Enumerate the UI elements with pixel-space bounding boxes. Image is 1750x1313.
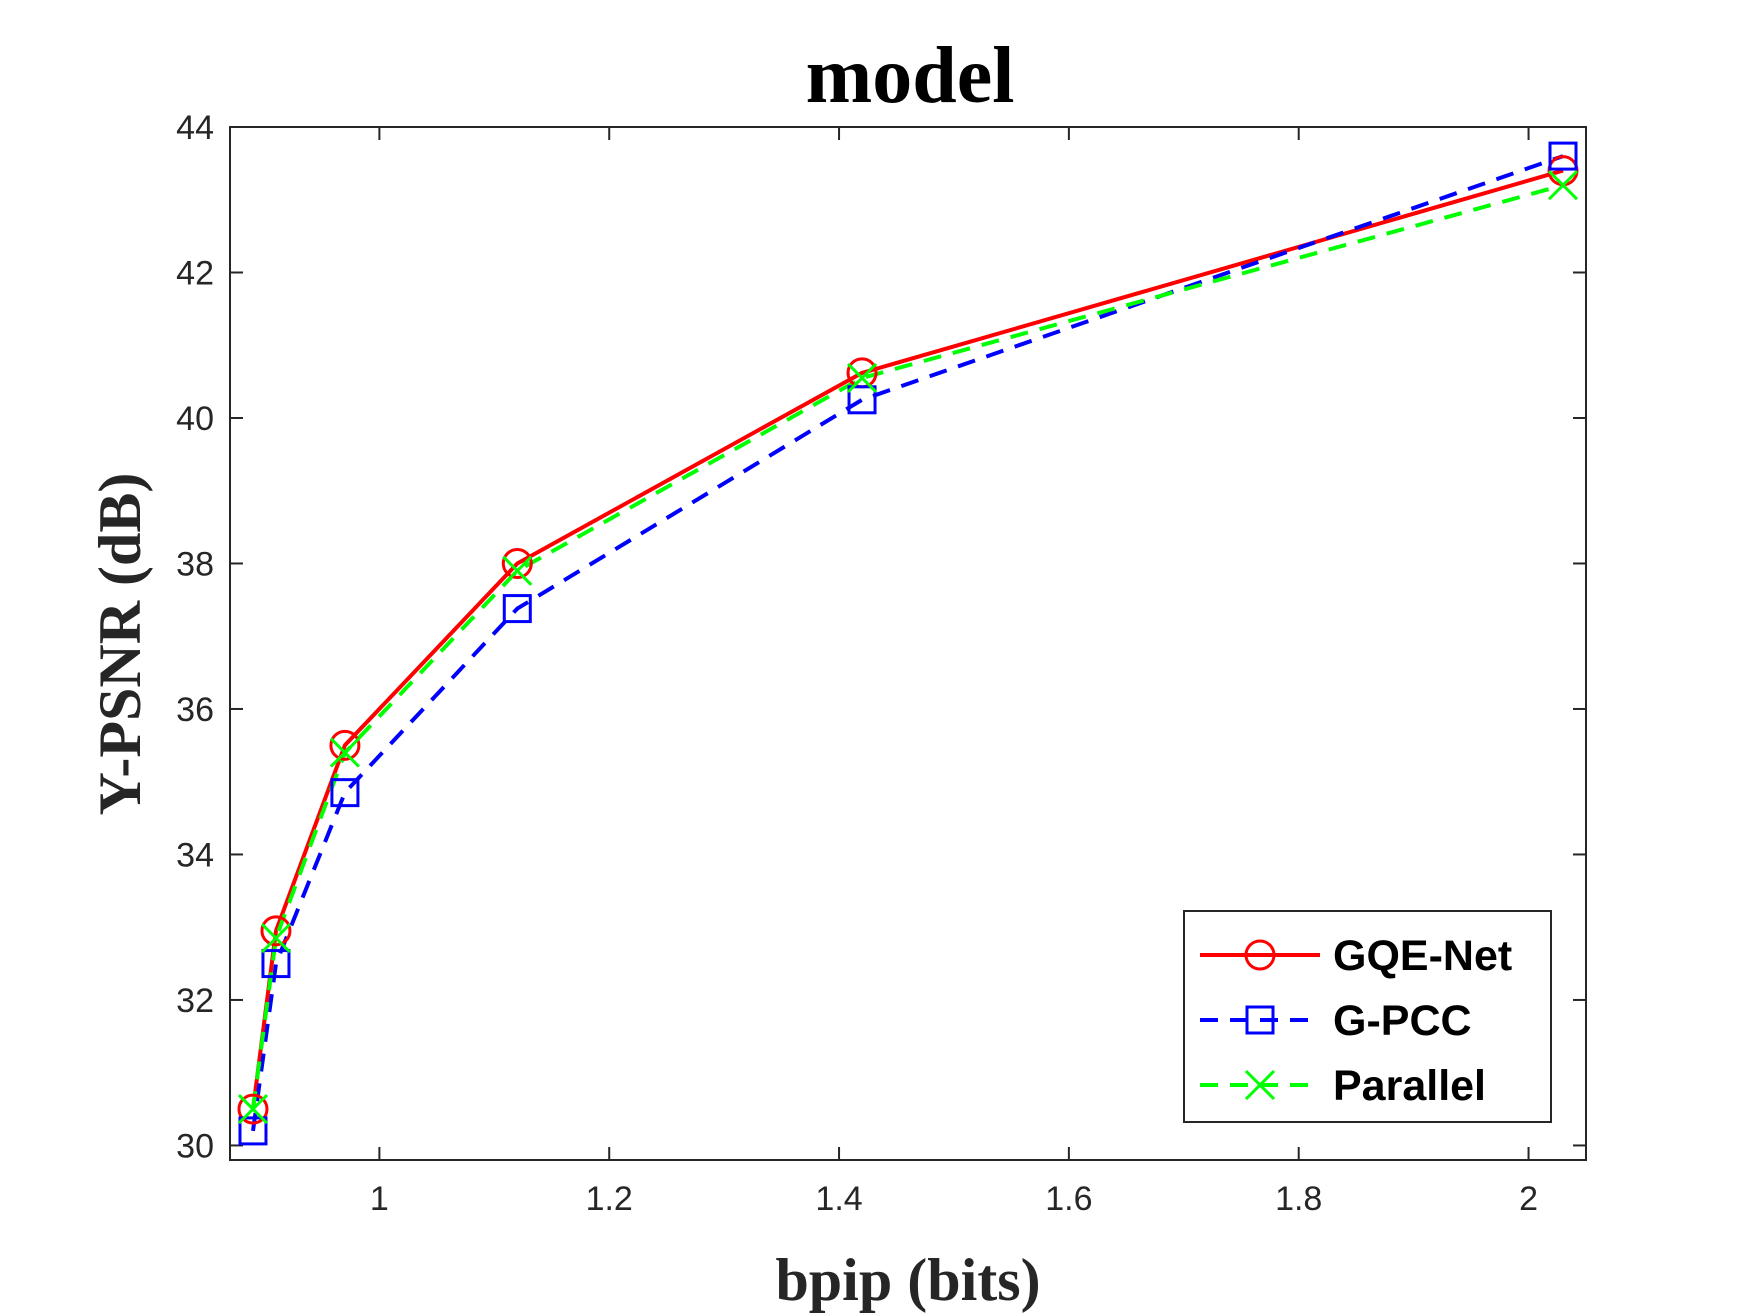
- x-tick-label: 1.8: [1275, 1180, 1322, 1218]
- axis-ticks: [230, 126, 1586, 1160]
- y-tick-label: 32: [176, 982, 214, 1020]
- legend: GQE-Net G-PCC Parallel: [1183, 910, 1552, 1123]
- legend-label: G-PCC: [1333, 997, 1472, 1045]
- y-tick-label: 44: [176, 109, 214, 147]
- series-line-gqe-net: [251, 168, 1564, 1110]
- data-point: [502, 555, 533, 586]
- y-tick-labels: 30 32 34 36 38 40 42 44: [176, 109, 214, 1165]
- legend-marker: [1244, 1069, 1276, 1101]
- y-tick-label: 36: [176, 691, 214, 729]
- data-point: [501, 547, 533, 579]
- data-point: [330, 778, 360, 808]
- x-tick-label: 1.4: [815, 1180, 862, 1218]
- legend-marker: [1245, 1005, 1275, 1035]
- x-tick-label: 1.2: [586, 1180, 633, 1218]
- x-axis-label: bpip (bits): [775, 1247, 1040, 1313]
- data-point: [261, 949, 291, 979]
- plot-frame: [229, 126, 1587, 1161]
- legend-entry: Parallel: [1200, 1062, 1486, 1110]
- legend-marker: [1244, 939, 1276, 971]
- y-tick-label: 34: [176, 836, 214, 874]
- series-lines: [251, 154, 1564, 1132]
- data-point: [502, 594, 532, 624]
- data-point: [847, 385, 877, 415]
- data-point: [237, 1094, 269, 1125]
- data-point: [329, 737, 360, 768]
- data-point: [237, 1093, 269, 1125]
- x-tick-labels: 1 1.2 1.4 1.6 1.8 2: [370, 1180, 1538, 1218]
- legend-label: Parallel: [1333, 1062, 1486, 1110]
- data-point: [329, 729, 361, 761]
- legend-entry: GQE-Net: [1200, 932, 1512, 980]
- series-line-parallel: [251, 183, 1564, 1110]
- data-point: [846, 362, 878, 394]
- y-tick-label: 40: [176, 400, 214, 438]
- x-tick-label: 2: [1519, 1180, 1538, 1218]
- y-tick-label: 42: [176, 254, 214, 292]
- chart-title: model: [806, 32, 1015, 120]
- y-axis-label: Y-PSNR (dB): [87, 473, 153, 816]
- x-tick-label: 1.6: [1045, 1180, 1092, 1218]
- y-tick-label: 30: [176, 1127, 214, 1165]
- x-tick-label: 1: [370, 1180, 389, 1218]
- data-point: [1548, 141, 1578, 171]
- legend-entry: G-PCC: [1200, 997, 1472, 1045]
- data-point: [260, 923, 292, 954]
- y-tick-label: 38: [176, 545, 214, 583]
- legend-label: GQE-Net: [1333, 932, 1512, 980]
- data-point: [238, 1116, 268, 1146]
- data-point: [1547, 170, 1579, 201]
- data-point: [260, 915, 292, 947]
- series-markers: [237, 141, 1579, 1146]
